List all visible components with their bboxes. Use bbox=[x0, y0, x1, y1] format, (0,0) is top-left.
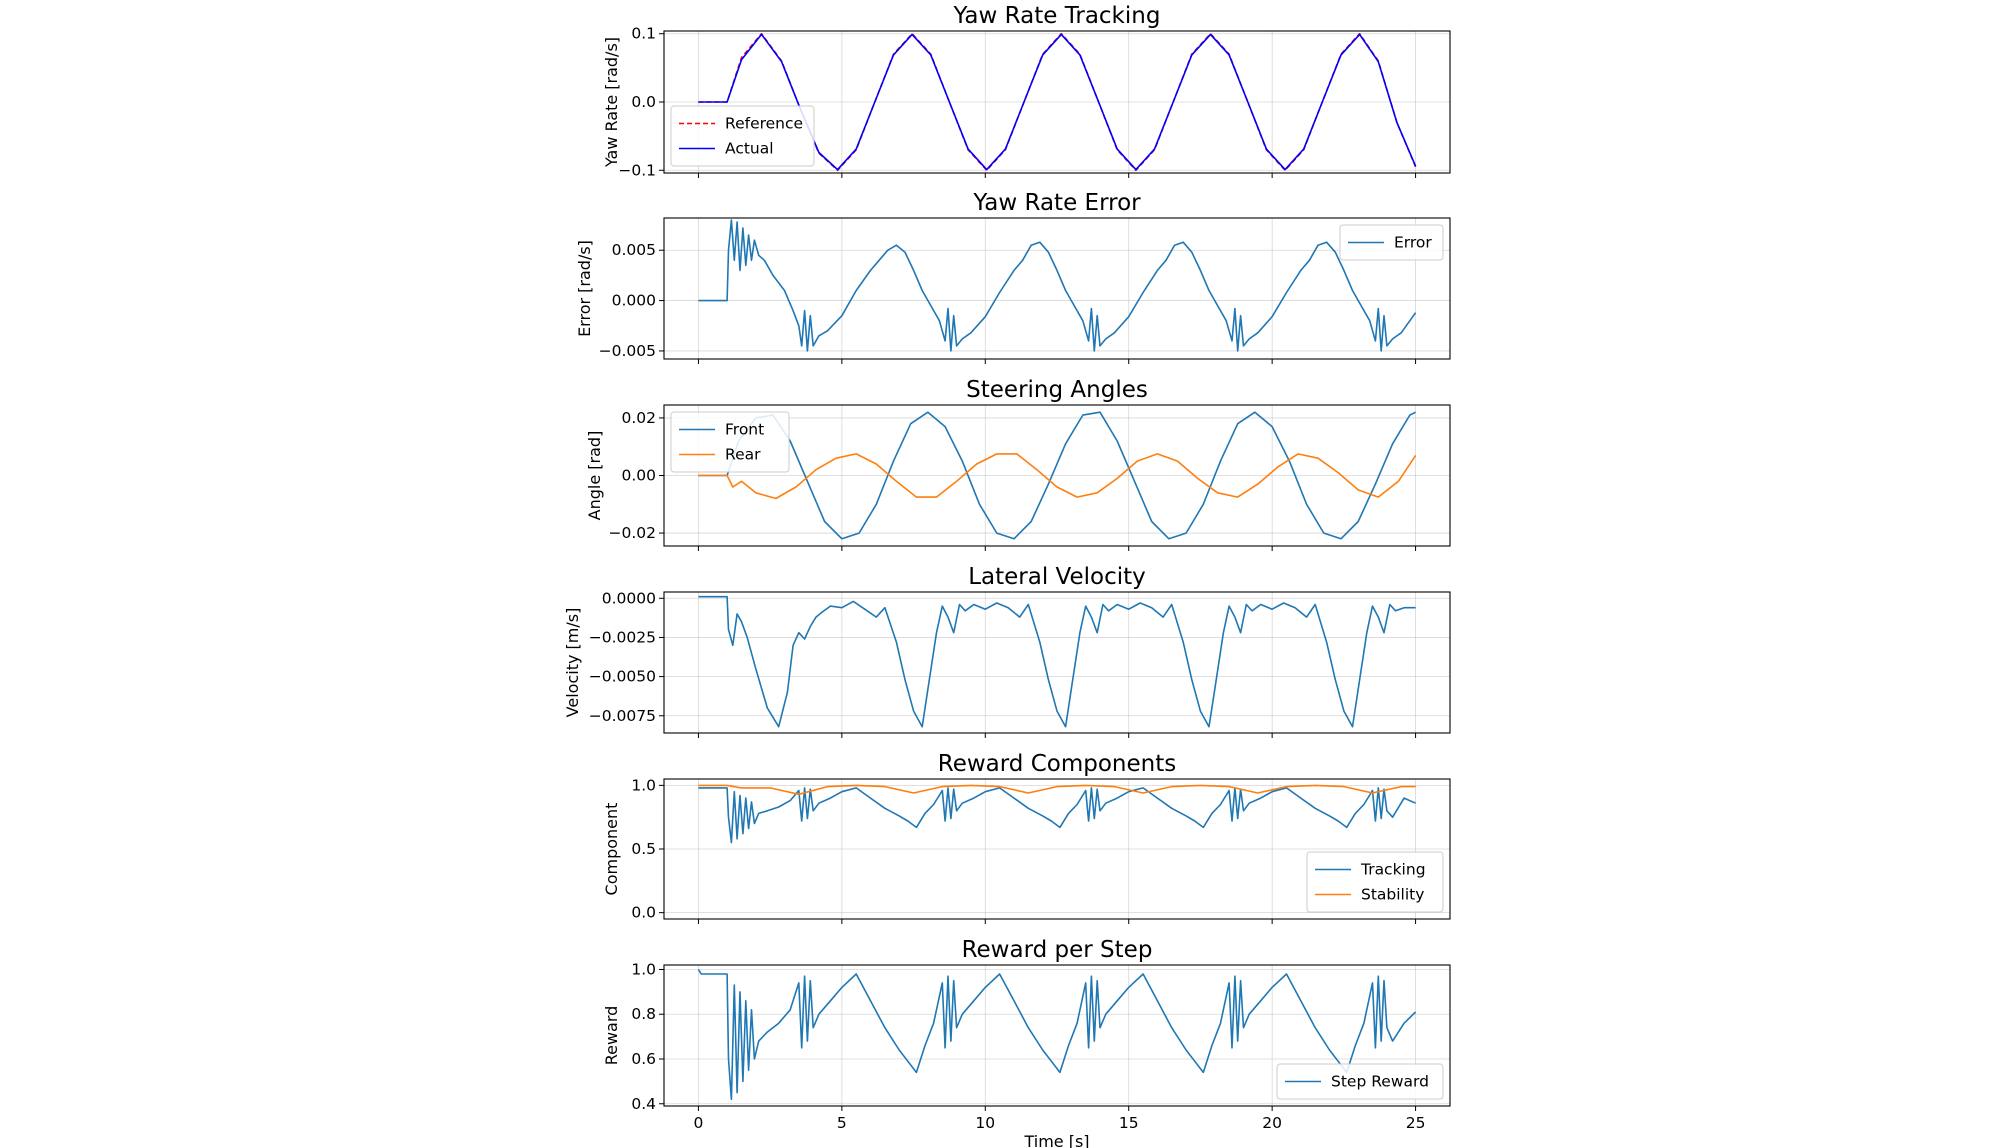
legend: Step Reward bbox=[1276, 1063, 1444, 1100]
y-tick-label: 0.4 bbox=[631, 1095, 656, 1113]
legend: Tracking Stability bbox=[1306, 851, 1444, 913]
y-tick-label: 1.0 bbox=[631, 776, 656, 794]
x-tick-label: 25 bbox=[1406, 1114, 1426, 1132]
x-tick-label: 0 bbox=[693, 1114, 703, 1132]
panel-4: −0.0075 −0.0050 −0.0025 0.0000 Lateral Veloc… bbox=[563, 564, 1451, 738]
x-axis-label: Time [s] bbox=[1023, 1132, 1089, 1148]
y-tick-label: 0.0 bbox=[631, 93, 656, 111]
axes-frame bbox=[663, 217, 1451, 360]
panel-5: 0.0 0.5 1.0 Reward Components Component Track… bbox=[602, 751, 1451, 924]
legend-box bbox=[1339, 224, 1444, 261]
y-tick-label: 0.000 bbox=[612, 292, 656, 310]
legend-label: Error bbox=[1394, 234, 1432, 252]
y-tick-label: −0.005 bbox=[599, 342, 656, 360]
legend-label: Reference bbox=[725, 115, 803, 133]
x-tick-label: 20 bbox=[1262, 1114, 1282, 1132]
y-tick-label: −0.0075 bbox=[589, 707, 656, 725]
legend-label: Step Reward bbox=[1331, 1073, 1429, 1091]
legend-box bbox=[1276, 1063, 1444, 1100]
y-tick-label: 0.0 bbox=[631, 904, 656, 922]
y-tick-label: 0.005 bbox=[612, 241, 656, 259]
y-tick-label: 0.6 bbox=[631, 1050, 656, 1068]
series-line-stability bbox=[698, 784, 1416, 796]
panel-1: −0.1 0.0 0.1 Yaw Rate Tracking Yaw Rate [rad… bbox=[602, 3, 1451, 179]
y-axis-label: Velocity [m/s] bbox=[563, 608, 582, 718]
y-tick-label: 0.5 bbox=[631, 840, 656, 858]
x-tick-label: 5 bbox=[837, 1114, 847, 1132]
y-axis-label: Component bbox=[602, 803, 621, 896]
legend-label: Rear bbox=[725, 446, 761, 464]
legend-label: Actual bbox=[725, 140, 774, 158]
legend: Reference Actual bbox=[670, 105, 815, 167]
axes-frame bbox=[663, 964, 1451, 1107]
series-line-front bbox=[698, 411, 1416, 540]
y-tick-label: 0.0000 bbox=[602, 589, 656, 607]
legend-box bbox=[670, 411, 790, 473]
series-line-1 bbox=[698, 595, 1416, 728]
y-tick-label: −0.02 bbox=[609, 524, 657, 542]
y-axis-label: Yaw Rate [rad/s] bbox=[602, 37, 621, 168]
legend-box bbox=[670, 105, 815, 167]
series-line-actual bbox=[698, 33, 1417, 171]
panel-title: Yaw Rate Error bbox=[972, 190, 1141, 216]
series-line-error bbox=[698, 219, 1417, 352]
axes-frame bbox=[663, 591, 1451, 734]
y-axis-label: Error [rad/s] bbox=[575, 240, 594, 337]
panel-3: −0.02 0.00 0.02 Steering Angles Angle [rad] F… bbox=[585, 377, 1451, 551]
panel-title: Yaw Rate Tracking bbox=[953, 3, 1161, 29]
y-axis-label: Angle [rad] bbox=[585, 431, 604, 521]
panel-title: Reward per Step bbox=[962, 937, 1153, 963]
y-tick-label: −0.0025 bbox=[589, 628, 656, 646]
legend-label: Stability bbox=[1361, 886, 1424, 904]
legend: Error bbox=[1339, 224, 1444, 261]
x-tick-label: 15 bbox=[1119, 1114, 1139, 1132]
series-line-step-reward bbox=[697, 969, 1417, 1101]
y-tick-label: −0.1 bbox=[618, 161, 656, 179]
series-line-tracking bbox=[698, 787, 1416, 844]
panel-title: Lateral Velocity bbox=[968, 564, 1146, 590]
panel-title: Reward Components bbox=[938, 751, 1176, 777]
x-tick-label: 10 bbox=[975, 1114, 995, 1132]
legend-label: Front bbox=[725, 421, 764, 439]
y-tick-label: 0.00 bbox=[621, 467, 656, 485]
y-tick-label: 0.02 bbox=[621, 409, 656, 427]
legend: Front Rear bbox=[670, 411, 790, 473]
y-tick-label: 0.8 bbox=[631, 1005, 656, 1023]
legend-label: Tracking bbox=[1360, 861, 1426, 879]
panel-6: 0 5 10 15 20 25 0.4 0.6 0.8 1.0 Reward per Step Rew… bbox=[602, 937, 1451, 1148]
legend-box bbox=[1306, 851, 1444, 913]
y-tick-label: −0.0050 bbox=[589, 668, 656, 686]
panel-2: −0.005 0.000 0.005 Yaw Rate Error Error [rad… bbox=[575, 190, 1451, 364]
series-line-rear bbox=[698, 453, 1417, 500]
y-axis-label: Reward bbox=[602, 1006, 621, 1066]
panel-title: Steering Angles bbox=[966, 377, 1148, 403]
y-tick-label: 1.0 bbox=[631, 960, 656, 978]
y-tick-label: 0.1 bbox=[631, 25, 656, 43]
